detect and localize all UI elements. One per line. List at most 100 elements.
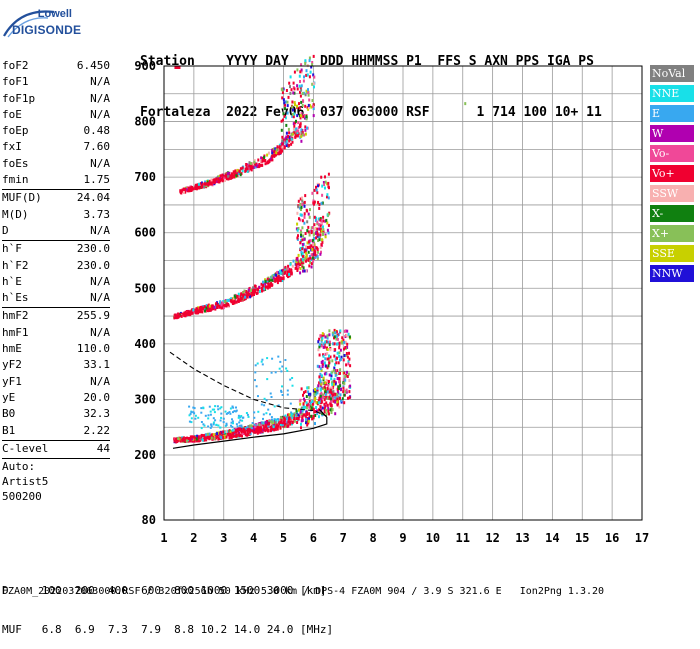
echo-point (260, 428, 263, 431)
echo-point (337, 395, 340, 399)
echo-point (219, 419, 222, 422)
echo-point (318, 365, 321, 369)
echo-point (219, 176, 222, 180)
echo-point (279, 360, 282, 363)
x-tick-label: 9 (399, 531, 406, 545)
echo-point (224, 304, 227, 308)
echo-point (323, 345, 326, 349)
echo-point (246, 293, 249, 297)
echo-point (312, 402, 315, 406)
echo-point (250, 162, 253, 165)
dashed-profile (169, 351, 328, 417)
echo-point (339, 393, 342, 397)
echo-point (307, 250, 310, 254)
echo-point (321, 406, 324, 410)
echo-point (294, 135, 297, 139)
echo-point (300, 406, 303, 410)
echo-point (231, 418, 233, 421)
echo-point (327, 340, 330, 344)
echo-point (211, 304, 214, 308)
echo-point (241, 166, 244, 170)
echo-point (253, 159, 256, 163)
echo-point (222, 306, 225, 310)
echo-point (339, 399, 342, 403)
echo-point (286, 369, 289, 372)
echo-point (300, 63, 303, 67)
echo-point (346, 355, 349, 359)
echo-point (301, 226, 304, 230)
echo-point (294, 103, 296, 107)
echo-point (229, 407, 232, 410)
echo-point (248, 430, 251, 434)
echo-point (219, 178, 222, 182)
echo-point (277, 404, 280, 407)
param-fmin: fmin 1.75 (2, 173, 110, 187)
echo-point (320, 250, 322, 254)
echo-point (233, 301, 236, 305)
echo-point (330, 404, 333, 408)
echo-point (326, 195, 328, 199)
param-B1: B1 2.22 (2, 423, 110, 437)
echo-point (233, 410, 236, 413)
echo-point (322, 378, 325, 382)
echo-point (304, 257, 307, 261)
echo-point (309, 70, 312, 74)
echo-point (297, 199, 300, 203)
echo-point (311, 61, 314, 64)
echo-point (285, 135, 288, 139)
echo-point (297, 227, 300, 230)
echo-point (324, 381, 327, 385)
echo-point (191, 437, 194, 441)
echo-point (259, 429, 262, 432)
echo-point (348, 357, 351, 361)
echo-point (305, 257, 308, 261)
echo-point (295, 417, 298, 421)
echo-point (315, 188, 318, 192)
echo-point (317, 223, 320, 227)
echo-point (322, 354, 325, 358)
echo-point (286, 417, 288, 421)
echo-point (300, 128, 303, 132)
echo-point (258, 430, 261, 434)
param-hE: h`E N/A (2, 274, 110, 288)
echo-point (246, 426, 249, 429)
echo-point (276, 270, 279, 274)
echo-point (297, 125, 300, 129)
divider (2, 189, 110, 191)
echo-point (217, 437, 220, 441)
echo-point (271, 427, 274, 431)
echo-point (336, 337, 339, 341)
echo-point (291, 100, 294, 104)
logo-swoosh-icon (3, 10, 55, 38)
echo-point (200, 308, 203, 312)
echo-point (260, 360, 263, 363)
x-tick-label: 12 (485, 531, 499, 545)
echo-point (337, 332, 340, 336)
echo-point (249, 424, 251, 428)
echo-point (279, 151, 282, 155)
echo-point (271, 148, 274, 152)
echo-point (311, 253, 314, 257)
echo-point (305, 259, 307, 263)
echo-point (219, 432, 222, 436)
y-tick-label: 900 (134, 59, 156, 73)
echo-point (232, 434, 235, 438)
echo-point (295, 263, 298, 267)
echo-point (309, 239, 312, 243)
echo-point (298, 259, 301, 263)
echo-point (284, 267, 287, 271)
param-foEp: foEp 0.48 (2, 124, 110, 138)
echo-point (182, 312, 185, 316)
echo-point (293, 91, 296, 95)
echo-point (304, 116, 306, 120)
echo-point (192, 308, 195, 312)
echo-point (308, 255, 311, 258)
echo-point (328, 359, 331, 363)
echo-point (298, 102, 300, 106)
echo-point (318, 381, 321, 385)
echo-point (286, 389, 289, 392)
echo-point (286, 393, 289, 396)
echo-point (207, 183, 210, 187)
echo-point (298, 217, 300, 221)
echo-point (309, 392, 312, 396)
